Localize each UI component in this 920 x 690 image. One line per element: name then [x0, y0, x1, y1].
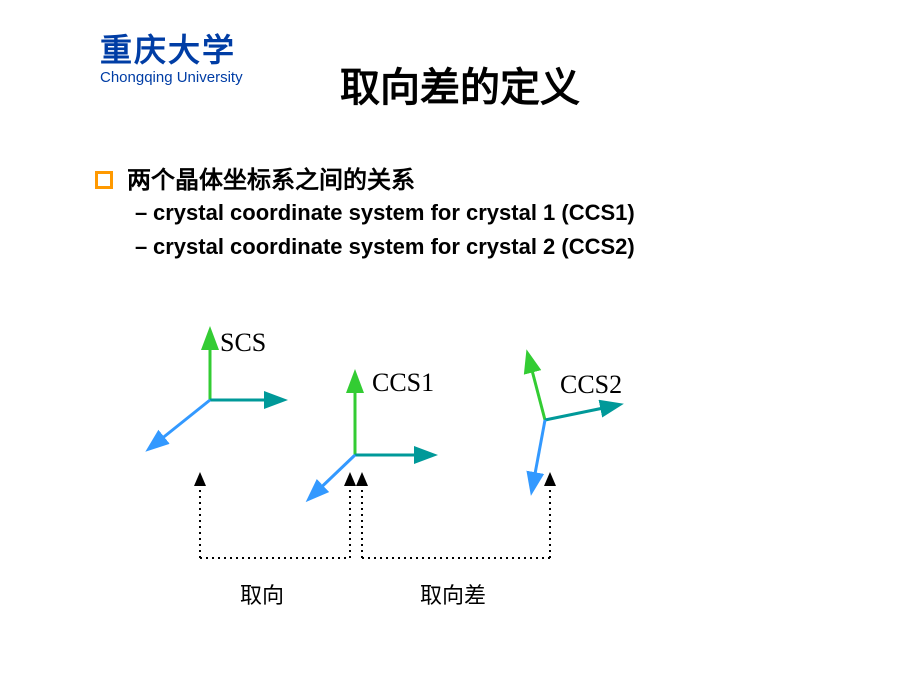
coordinate-diagram — [100, 300, 660, 630]
brace1-label: 取向 — [240, 578, 284, 610]
sub-bullet-1-text: crystal coordinate system for crystal 1 … — [153, 200, 635, 225]
bullet-square-icon — [95, 171, 113, 189]
bullet-heading: 两个晶体坐标系之间的关系 — [95, 160, 415, 195]
sub-bullet-2: –crystal coordinate system for crystal 2… — [135, 234, 635, 260]
sub-bullet-1: –crystal coordinate system for crystal 1… — [135, 200, 635, 226]
sub-bullet-2-text: crystal coordinate system for crystal 2 … — [153, 234, 635, 259]
bullet-text: 两个晶体坐标系之间的关系 — [127, 160, 415, 195]
ccs2-label: CCS2 — [560, 370, 622, 400]
ccs1-label: CCS1 — [372, 368, 434, 398]
scs-label: SCS — [220, 328, 266, 358]
brace2-label: 取向差 — [420, 578, 486, 610]
slide-title: 取向差的定义 — [0, 55, 920, 113]
